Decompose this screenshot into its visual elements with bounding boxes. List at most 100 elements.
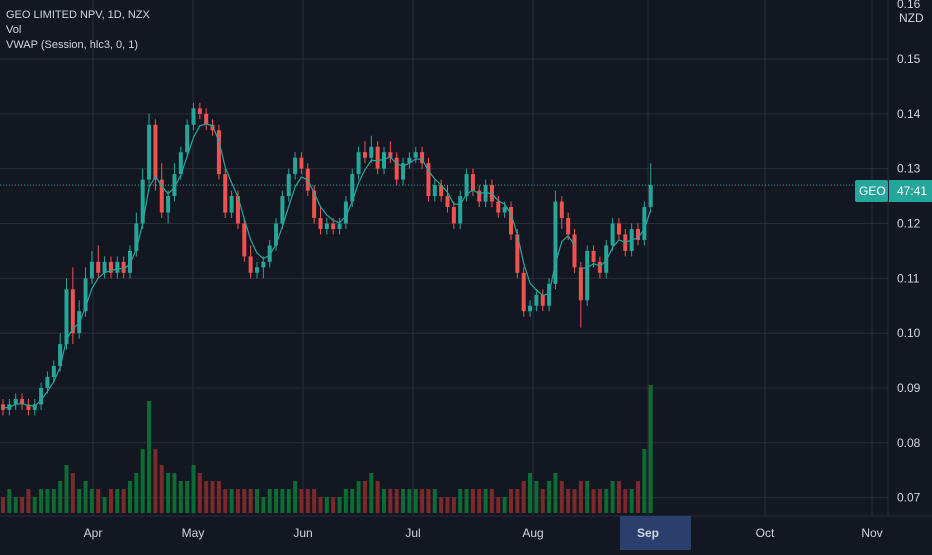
volume-bar <box>115 489 120 513</box>
price-tick-label: 0.07 <box>897 491 921 505</box>
vwap-indicator-label[interactable]: VWAP (Session, hlc3, 0, 1) <box>6 39 139 51</box>
candle-body <box>255 267 259 273</box>
candle-body <box>197 108 202 114</box>
volume-bar <box>566 489 571 513</box>
price-tick-label: 0.12 <box>897 216 921 230</box>
candle-body <box>102 261 107 273</box>
volume-indicator-label[interactable]: Vol <box>6 24 22 36</box>
volume-bar <box>407 489 412 513</box>
candle-body <box>521 272 526 312</box>
volume-bar <box>483 489 488 513</box>
volume-bar <box>305 489 310 513</box>
price-tick-label: 0.14 <box>897 107 921 121</box>
volume-bar <box>147 401 152 513</box>
volume-bar <box>235 489 240 513</box>
vwap-segment <box>2 123 575 409</box>
candle-body <box>648 185 653 208</box>
volume-bar <box>515 489 520 513</box>
volume-bar <box>242 489 247 513</box>
volume-bar <box>248 489 253 513</box>
candle-body <box>356 152 361 175</box>
volume-bar <box>229 489 234 513</box>
candle-body <box>64 289 69 345</box>
volume-bar <box>210 481 215 513</box>
volume-bar <box>489 489 494 513</box>
volume-bar <box>7 489 12 513</box>
volume-bar <box>216 481 221 513</box>
month-label: Jun <box>293 526 312 540</box>
volume-bar <box>521 481 526 513</box>
volume-bar <box>496 497 501 513</box>
candle-body <box>331 223 336 229</box>
volume-bar <box>32 497 37 513</box>
candle-body <box>229 196 234 213</box>
candle-body <box>39 387 44 405</box>
volume-bar <box>382 489 386 513</box>
volume-bar <box>477 489 482 513</box>
candle-body <box>235 196 240 224</box>
candle-body <box>559 201 564 219</box>
candle-body <box>210 124 215 131</box>
volume-bar <box>585 481 590 513</box>
volume-bar <box>401 489 406 513</box>
current-price-tag: GEO 47:41 <box>855 180 932 202</box>
price-axis-top-label: 0.16 <box>897 0 921 11</box>
volume-bar <box>255 489 259 513</box>
volume-bar <box>172 473 177 513</box>
price-axis[interactable] <box>888 0 932 516</box>
volume-bar <box>20 497 25 513</box>
chart-legend: GEO LIMITED NPV, 1D, NZX Vol VWAP (Sessi… <box>6 8 150 53</box>
month-label: Oct <box>756 526 775 540</box>
candle-body <box>578 267 583 301</box>
volume-bar <box>166 473 171 513</box>
candle-body <box>464 174 469 197</box>
symbol-title[interactable]: GEO LIMITED NPV, 1D, NZX <box>6 9 150 21</box>
volume-bar <box>388 489 393 513</box>
volume-bar <box>343 489 348 513</box>
candle-body <box>566 218 571 235</box>
time-axis[interactable] <box>0 516 932 550</box>
candle-body <box>597 261 602 273</box>
candle-body <box>369 146 374 158</box>
candle-body <box>401 163 406 180</box>
vwap-segment <box>580 209 652 269</box>
volume-bar <box>623 489 628 513</box>
volume-bar <box>267 489 272 513</box>
month-label: Jul <box>405 526 420 540</box>
candle-body <box>420 152 425 164</box>
candle-body <box>324 223 329 229</box>
candle-body <box>445 196 450 208</box>
volume-bar <box>286 489 291 513</box>
candle-body <box>382 152 386 169</box>
volume-bar <box>1 497 5 513</box>
volume-bar <box>337 497 342 513</box>
volume-bar <box>293 481 298 513</box>
candle-body <box>58 344 63 367</box>
candle-body <box>604 245 609 273</box>
candle-body <box>26 404 31 410</box>
volume-bar <box>642 449 647 513</box>
candle-body <box>274 223 279 246</box>
candle-body <box>312 190 317 219</box>
candle-body <box>413 152 418 158</box>
volume-bar <box>280 489 285 513</box>
price-tick-label: 0.15 <box>897 52 921 66</box>
volume-bar <box>51 489 56 513</box>
candle-body <box>166 196 171 213</box>
volume-bar <box>464 489 469 513</box>
volume-bar <box>350 489 355 513</box>
candle-body <box>388 152 393 158</box>
price-tag-symbol: GEO <box>859 184 886 198</box>
candle-body <box>318 218 323 229</box>
volume-bar <box>274 489 279 513</box>
candle-body <box>496 201 501 213</box>
volume-bar <box>413 489 418 513</box>
volume-bar <box>362 481 367 513</box>
volume-bar <box>70 473 75 513</box>
volume-bar <box>102 497 107 513</box>
volume-bar <box>636 481 640 513</box>
candle-body <box>242 223 247 257</box>
candle-body <box>159 179 164 213</box>
